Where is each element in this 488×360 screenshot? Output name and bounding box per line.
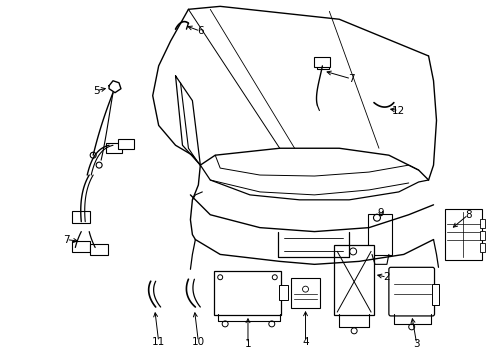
Text: 7: 7	[63, 234, 70, 244]
FancyBboxPatch shape	[334, 246, 373, 315]
FancyBboxPatch shape	[479, 231, 484, 240]
Text: 11: 11	[152, 337, 165, 347]
Text: 10: 10	[191, 337, 204, 347]
FancyBboxPatch shape	[72, 240, 90, 252]
FancyBboxPatch shape	[118, 139, 134, 149]
Text: 6: 6	[197, 26, 203, 36]
FancyBboxPatch shape	[90, 243, 108, 255]
FancyBboxPatch shape	[106, 143, 122, 153]
FancyBboxPatch shape	[367, 214, 391, 255]
Text: 3: 3	[412, 339, 419, 349]
FancyBboxPatch shape	[479, 219, 484, 228]
Bar	[317, 61, 328, 69]
FancyBboxPatch shape	[445, 209, 481, 260]
Text: 8: 8	[464, 210, 470, 220]
FancyBboxPatch shape	[314, 57, 330, 67]
Text: 1: 1	[244, 339, 251, 349]
Text: 4: 4	[302, 337, 308, 347]
FancyBboxPatch shape	[72, 211, 90, 223]
FancyBboxPatch shape	[290, 278, 320, 308]
FancyBboxPatch shape	[214, 271, 280, 315]
Text: 2: 2	[383, 272, 389, 282]
Text: 5: 5	[93, 86, 99, 96]
FancyBboxPatch shape	[388, 267, 434, 316]
FancyBboxPatch shape	[479, 243, 484, 252]
FancyBboxPatch shape	[279, 285, 287, 300]
Text: 12: 12	[391, 105, 405, 116]
Text: 7: 7	[347, 74, 354, 84]
FancyBboxPatch shape	[431, 284, 438, 305]
Text: 9: 9	[377, 208, 384, 218]
